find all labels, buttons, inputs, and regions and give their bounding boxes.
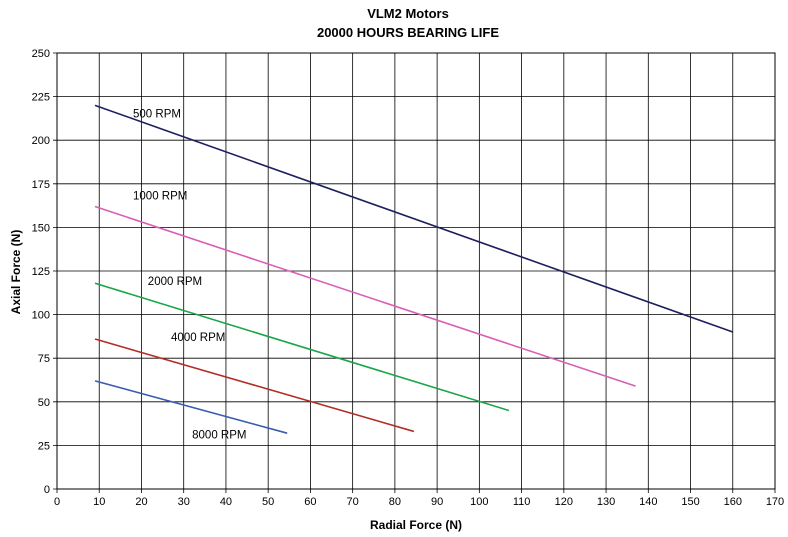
y-tick-label: 225 [32,92,50,104]
y-tick-label: 75 [38,353,50,365]
plot-frame [56,52,776,490]
x-tick-label: 150 [681,496,699,508]
y-axis-title: Axial Force (N) [9,230,23,315]
tick-labels: 0 10 20 30 40 50 60 70 80 90 100 110 120 130 140 150 160… [32,48,785,508]
x-tick-label: 0 [54,496,60,508]
series-line-8000-rpm [94,380,288,434]
series-label-8000-rpm: 8000 RPM [192,429,246,441]
x-tick-label: 40 [220,496,232,508]
series-line-500-rpm [94,104,734,333]
x-tick-label: 170 [766,496,784,508]
y-tick-label: 200 [32,135,50,147]
series-label-500-rpm: 500 RPM [133,109,181,121]
y-tick-label: 25 [38,440,50,452]
x-tick-label: 110 [513,496,531,508]
chart-subtitle: 20000 HOURS BEARING LIFE [317,25,499,40]
series-label-2000-rpm: 2000 RPM [148,276,202,288]
y-tick-label: 50 [38,397,50,409]
x-tick-label: 50 [262,496,274,508]
x-tick-label: 60 [304,496,316,508]
y-tick-label: 0 [44,484,50,496]
series-labels: 500 RPM 1000 RPM 2000 RPM 4000 RPM 8000 RPM [133,109,246,442]
x-tick-label: 120 [555,496,573,508]
y-tick-label: 150 [32,222,50,234]
y-tick-label: 125 [32,266,50,278]
chart-title: VLM2 Motors [367,6,449,21]
x-tick-label: 160 [724,496,742,508]
x-tick-label: 130 [597,496,615,508]
x-tick-label: 30 [178,496,190,508]
series-line-4000-rpm [94,338,415,433]
y-tick-label: 250 [32,48,50,60]
series-line-1000-rpm [94,205,636,387]
y-tick-label: 100 [32,310,50,322]
x-tick-label: 20 [135,496,147,508]
series-label-1000-rpm: 1000 RPM [133,190,187,202]
series-label-4000-rpm: 4000 RPM [171,332,225,344]
x-tick-label: 100 [470,496,488,508]
series-lines [94,104,734,434]
x-axis-title: Radial Force (N) [370,518,462,532]
x-tick-label: 70 [347,496,359,508]
y-tick-label: 175 [32,179,50,191]
x-tick-label: 80 [389,496,401,508]
x-tick-label: 90 [431,496,443,508]
x-tick-label: 10 [93,496,105,508]
x-tick-label: 140 [639,496,657,508]
series-line-2000-rpm [94,282,510,412]
